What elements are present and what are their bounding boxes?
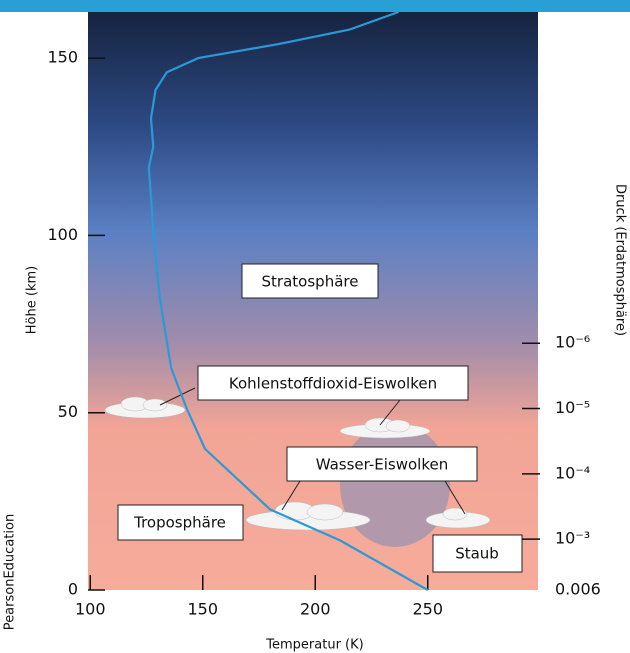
annotation: Staub — [455, 545, 499, 563]
annotation: Stratosphäre — [262, 273, 359, 291]
annotation-box — [432, 534, 523, 573]
x-tick-label: 150 — [187, 600, 218, 619]
leader — [379, 399, 401, 426]
annotation-box — [286, 446, 478, 482]
plot-background — [88, 12, 538, 590]
credit: PearsonEducation — [3, 514, 18, 630]
leader — [159, 387, 196, 406]
x-axis-title: Temperatur (K) — [265, 638, 363, 653]
y-tick-label: 150 — [47, 48, 78, 67]
y2-tick-label: 10⁻⁴ — [555, 463, 590, 482]
leader — [444, 480, 466, 515]
temperature-line — [147, 10, 429, 591]
annotation: Wasser-Eiswolken — [316, 456, 449, 474]
y2-axis-title: Druck (Erdatmosphäre) — [613, 184, 628, 336]
y-tick-label: 0 — [68, 580, 78, 599]
annotation: Troposphäre — [133, 514, 226, 532]
leader — [281, 480, 301, 511]
y-tick-label: 100 — [47, 225, 78, 244]
y2-tick-label: 10⁻⁵ — [555, 398, 590, 417]
y2-tick-label: 10⁻⁶ — [555, 333, 590, 352]
y2-tick-label: 0.006 — [555, 580, 601, 599]
annotation-box — [197, 365, 469, 401]
x-tick-label: 200 — [300, 600, 331, 619]
y2-tick-label: 10⁻³ — [555, 529, 590, 548]
dust-plume — [340, 423, 450, 547]
annotation-box — [241, 263, 379, 299]
x-tick-label: 250 — [412, 600, 443, 619]
y-tick-label: 50 — [58, 402, 78, 421]
annotation-box — [117, 504, 244, 541]
y-axis-title: Höhe (km) — [25, 266, 40, 334]
annotation: Kohlenstoffdioxid-Eiswolken — [229, 375, 437, 393]
top-bar — [0, 0, 630, 12]
x-tick-label: 100 — [75, 600, 106, 619]
